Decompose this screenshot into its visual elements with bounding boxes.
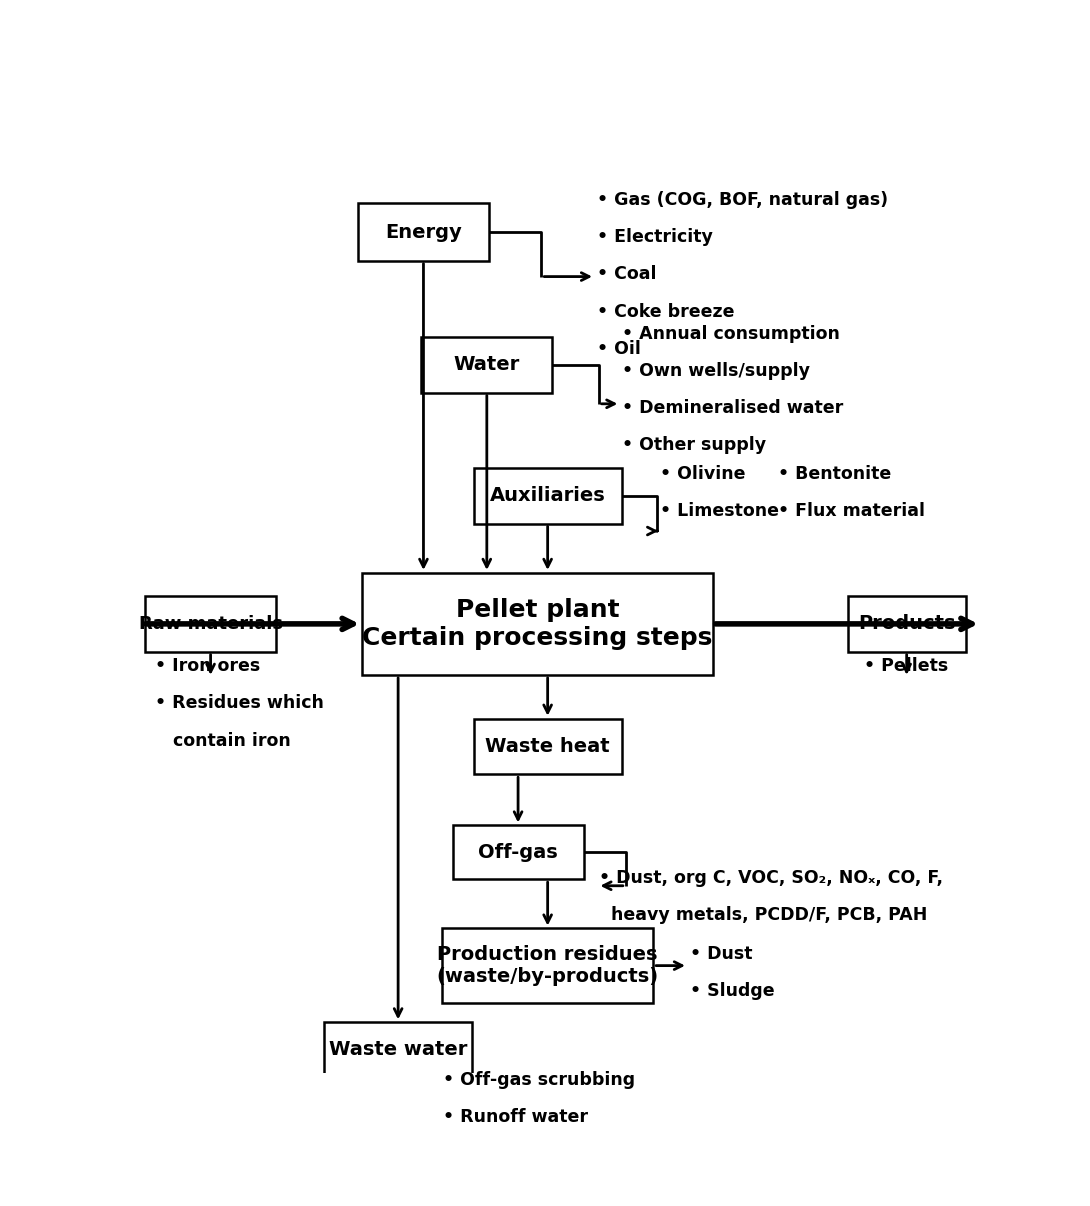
Text: • Flux material: • Flux material	[778, 502, 925, 520]
FancyBboxPatch shape	[474, 719, 621, 774]
Text: • Dust, org C, VOC, SO₂, NOₓ, CO, F,: • Dust, org C, VOC, SO₂, NOₓ, CO, F,	[600, 870, 943, 888]
FancyBboxPatch shape	[474, 468, 621, 523]
Text: • Coke breeze: • Coke breeze	[596, 303, 735, 321]
Text: heavy metals, PCDD/F, PCB, PAH: heavy metals, PCDD/F, PCB, PAH	[600, 906, 928, 924]
Text: Products: Products	[858, 614, 956, 633]
Text: Water: Water	[453, 356, 520, 374]
Text: • Coal: • Coal	[596, 265, 656, 283]
Text: • Oil: • Oil	[596, 340, 641, 358]
Text: • Iron ores: • Iron ores	[155, 657, 261, 675]
FancyBboxPatch shape	[443, 929, 653, 1002]
Text: • Own wells/supply: • Own wells/supply	[622, 362, 810, 380]
Text: • Other supply: • Other supply	[622, 437, 766, 455]
Text: contain iron: contain iron	[155, 732, 291, 750]
Text: • Sludge: • Sludge	[690, 983, 774, 1000]
Text: Raw materials: Raw materials	[138, 615, 282, 633]
FancyBboxPatch shape	[145, 596, 276, 651]
Text: • Electricity: • Electricity	[596, 228, 713, 246]
Text: Waste water: Waste water	[329, 1040, 468, 1059]
Text: Energy: Energy	[385, 223, 462, 241]
Text: Pellet plant
Certain processing steps: Pellet plant Certain processing steps	[362, 598, 713, 650]
Text: Auxiliaries: Auxiliaries	[489, 486, 606, 505]
FancyBboxPatch shape	[324, 1023, 472, 1076]
FancyBboxPatch shape	[452, 825, 583, 879]
Text: • Limestone: • Limestone	[661, 502, 779, 520]
Text: • Gas (COG, BOF, natural gas): • Gas (COG, BOF, natural gas)	[596, 192, 887, 209]
Text: Waste heat: Waste heat	[485, 737, 610, 756]
Text: • Runoff water: • Runoff water	[443, 1107, 588, 1125]
Text: • Residues which: • Residues which	[155, 695, 324, 713]
Text: • Olivine: • Olivine	[661, 466, 746, 484]
Text: • Bentonite: • Bentonite	[778, 466, 892, 484]
Text: • Dust: • Dust	[690, 946, 752, 964]
FancyBboxPatch shape	[362, 573, 713, 675]
Text: Production residues
(waste/by-products): Production residues (waste/by-products)	[437, 946, 658, 987]
Text: • Pellets: • Pellets	[864, 657, 948, 675]
FancyBboxPatch shape	[848, 596, 966, 651]
Text: • Off-gas scrubbing: • Off-gas scrubbing	[443, 1071, 635, 1089]
Text: Off-gas: Off-gas	[479, 843, 558, 862]
Text: • Annual consumption: • Annual consumption	[622, 324, 840, 343]
FancyBboxPatch shape	[422, 336, 553, 393]
FancyBboxPatch shape	[358, 204, 489, 260]
Text: • Demineralised water: • Demineralised water	[622, 399, 844, 417]
